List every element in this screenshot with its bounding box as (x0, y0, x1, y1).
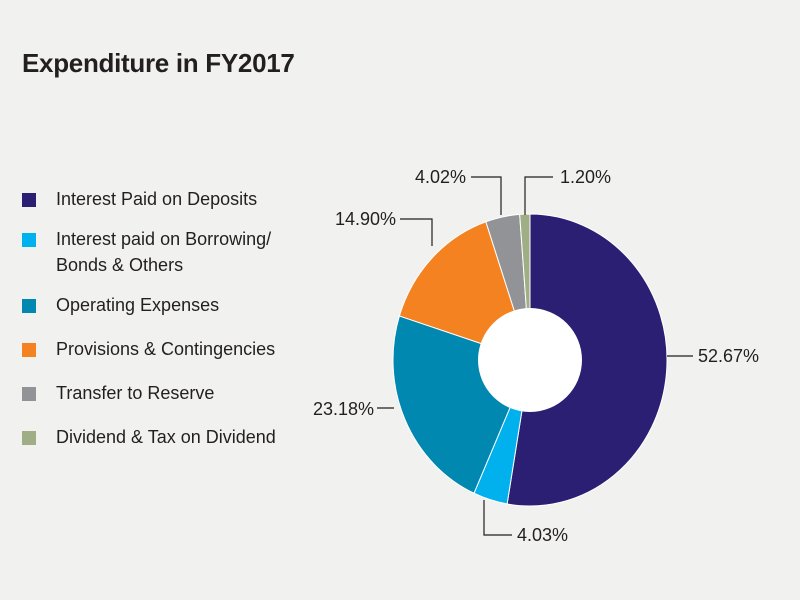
legend-swatch-dividend (22, 431, 36, 445)
slice-label-dividend: 1.20% (560, 167, 611, 187)
leader-line-interest-borrowing (483, 500, 512, 536)
legend-label-provisions: Provisions & Contingencies (56, 339, 276, 359)
legend-swatch-interest-deposits (22, 193, 36, 207)
legend-label-dividend: Dividend & Tax on Dividend (56, 427, 276, 447)
leader-line-dividend (524, 176, 553, 215)
legend-label-transfer-reserve: Transfer to Reserve (56, 383, 215, 403)
leader-line-transfer-reserve (471, 176, 502, 215)
legend-item-operating-expenses: Operating Expenses (22, 292, 322, 318)
legend-label-interest-borrowing: Interest paid on Borrowing/ Bonds & Othe… (56, 229, 272, 275)
slice-labels: 52.67% 4.03% 23.18% 14.90% 4.02% 1.20% (313, 167, 759, 545)
legend-label-operating-expenses: Operating Expenses (56, 295, 220, 315)
legend-item-provisions: Provisions & Contingencies (22, 336, 322, 362)
legend-swatch-transfer-reserve (22, 387, 36, 401)
legend-label-interest-deposits: Interest Paid on Deposits (56, 189, 258, 209)
legend-item-transfer-reserve: Transfer to Reserve (22, 380, 322, 406)
leader-line-provisions (400, 218, 433, 246)
legend-item-dividend: Dividend & Tax on Dividend (22, 424, 322, 450)
slice-interest-deposits (506, 213, 668, 507)
legend-swatch-provisions (22, 343, 36, 357)
legend-item-interest-borrowing: Interest paid on Borrowing/ Bonds & Othe… (22, 226, 322, 278)
slice-label-operating-expenses: 23.18% (313, 399, 374, 419)
slice-label-transfer-reserve: 4.02% (415, 167, 466, 187)
slice-label-interest-deposits: 52.67% (698, 346, 759, 366)
legend-swatch-interest-borrowing (22, 233, 36, 247)
slice-label-interest-borrowing: 4.03% (517, 525, 568, 545)
legend-item-interest-deposits: Interest Paid on Deposits (22, 186, 322, 212)
legend-swatch-operating-expenses (22, 299, 36, 313)
slice-label-provisions: 14.90% (335, 209, 396, 229)
donut-hole (478, 308, 582, 412)
legend: Interest Paid on Deposits Interest paid … (22, 186, 322, 450)
leader-lines (377, 176, 693, 536)
chart-title: Expenditure in FY2017 (22, 48, 295, 78)
